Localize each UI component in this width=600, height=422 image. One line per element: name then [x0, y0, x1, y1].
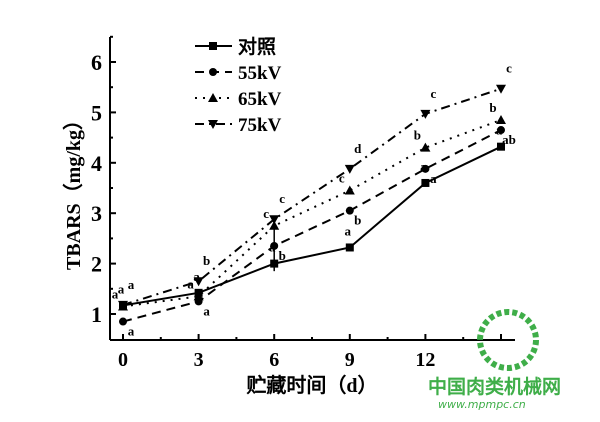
significance-letter: c — [506, 61, 512, 76]
data-point — [193, 277, 204, 287]
series-line-55kV — [122, 129, 502, 323]
y-axis-label: TBARS（mg/kg） — [62, 110, 85, 270]
legend-label: 75kV — [238, 115, 282, 136]
significance-letter: b — [203, 253, 210, 268]
legend-marker — [208, 93, 218, 102]
significance-letter: a — [345, 223, 352, 238]
watermark-title: 中国肉类机械网 — [428, 376, 562, 398]
significance-letter: c — [263, 206, 269, 221]
data-point — [497, 126, 505, 135]
significance-letter: a — [118, 281, 125, 296]
series-line-对照 — [122, 145, 502, 307]
data-point — [496, 114, 506, 124]
significance-letter: ab — [502, 132, 516, 147]
significance-letter: b — [489, 100, 496, 115]
data-point — [420, 142, 431, 152]
significance-letter: c — [339, 171, 345, 186]
y-tick-label: 6 — [91, 50, 102, 75]
data-point — [344, 164, 355, 174]
x-tick-label: 0 — [118, 349, 128, 371]
significance-letter: a — [128, 324, 135, 339]
y-tick-label: 1 — [91, 302, 102, 327]
significance-letter: a — [128, 277, 135, 292]
legend-marker — [209, 68, 217, 76]
legend-label: 55kV — [238, 63, 282, 84]
series-line-75kV — [122, 87, 502, 306]
y-tick-label: 2 — [91, 252, 102, 277]
significance-letter: c — [431, 86, 437, 101]
series-line-65kV — [122, 119, 502, 308]
legend-label: 对照 — [238, 35, 276, 58]
data-point — [421, 164, 430, 173]
x-tick-label: 9 — [345, 349, 355, 371]
x-axis-label: 贮藏时间（d） — [245, 373, 377, 397]
significance-letter: a — [203, 303, 210, 318]
significance-letter: c — [279, 191, 285, 206]
x-tick-label: 3 — [194, 349, 204, 371]
significance-letter: b — [354, 213, 361, 228]
x-tick-label: 12 — [415, 349, 435, 371]
x-tick-label: 6 — [269, 349, 279, 371]
data-point — [345, 243, 354, 252]
data-point — [118, 300, 128, 310]
data-point — [497, 142, 505, 151]
data-point — [496, 84, 506, 94]
significance-letter: a — [430, 171, 437, 186]
data-point — [119, 317, 127, 326]
data-point — [344, 185, 355, 195]
legend-marker — [208, 120, 218, 129]
y-tick-label: 5 — [91, 100, 102, 125]
legend-marker — [209, 42, 217, 50]
watermark-url: www.mpmpc.cn — [438, 398, 526, 411]
y-tick-label: 3 — [91, 201, 102, 226]
data-point — [193, 291, 204, 301]
data-point — [421, 178, 430, 187]
legend-label: 65kV — [238, 89, 282, 110]
significance-letter: a — [193, 269, 200, 284]
y-tick-label: 4 — [91, 151, 102, 176]
significance-letter: a — [112, 286, 119, 301]
significance-letter: d — [354, 141, 362, 156]
significance-letter: b — [414, 128, 421, 143]
significance-letter: b — [279, 248, 286, 263]
data-point — [420, 109, 431, 119]
data-point — [345, 206, 354, 215]
watermark-logo-icon — [477, 309, 539, 371]
